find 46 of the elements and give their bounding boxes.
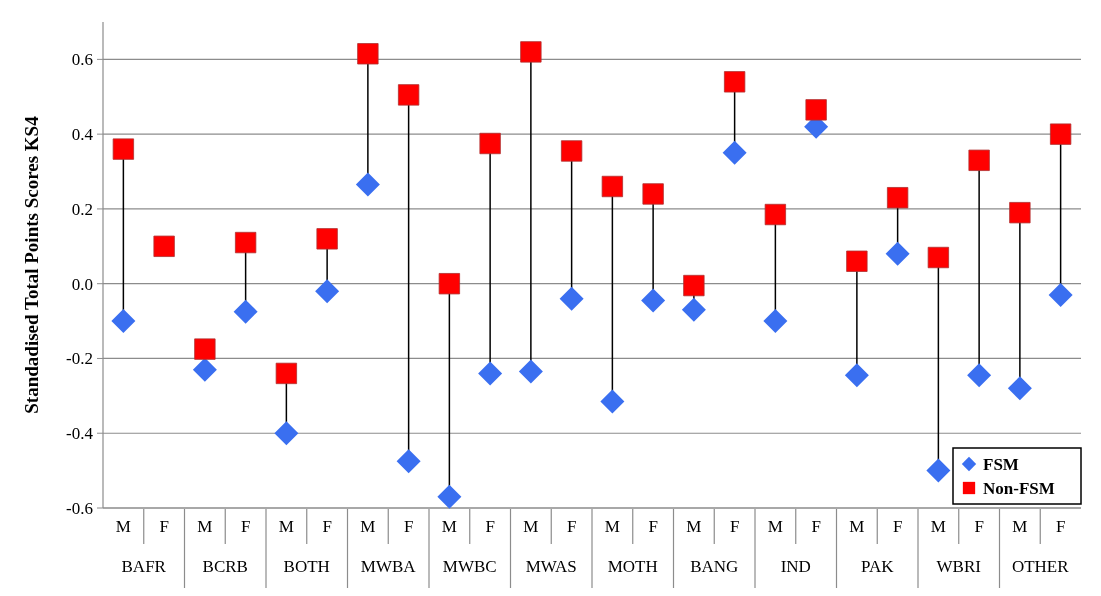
x-tick-label: M	[523, 517, 539, 536]
y-tick-label: 0.4	[71, 125, 94, 145]
x-tick-label: F	[159, 517, 169, 536]
x-tick-label: M	[767, 517, 783, 536]
x-tick-label: F	[485, 517, 495, 536]
text: IND	[780, 557, 811, 576]
legend-label: FSM	[983, 454, 1019, 474]
x-tick-label: M	[930, 517, 946, 536]
y-tick-label: 0.2	[71, 199, 93, 219]
text: MWAS	[525, 557, 577, 576]
x-tick-label: M	[441, 517, 457, 536]
text: MOTH	[607, 557, 658, 576]
y-tick-label: -0.2	[66, 349, 93, 369]
x-tick-label: F	[811, 517, 821, 536]
y-axis-title: Standadised Total Points Scores KS4	[21, 115, 42, 414]
text: BCRB	[202, 557, 248, 576]
x-tick-label: F	[1055, 517, 1066, 536]
x-tick-label: F	[403, 517, 414, 536]
text: PAK	[861, 557, 895, 576]
x-tick-label: F	[892, 517, 903, 536]
y-tick-label: 0.0	[71, 274, 93, 294]
x-tick-label: F	[648, 517, 658, 536]
x-tick-label: M	[360, 517, 376, 536]
y-tick-label: -0.6	[66, 498, 93, 518]
x-tick-label: F	[974, 517, 984, 536]
x-tick-label: M	[197, 517, 213, 536]
text: BANG	[690, 557, 739, 576]
x-tick-label: M	[1012, 517, 1028, 536]
x-tick-label: F	[729, 517, 740, 536]
x-tick-label: F	[240, 517, 251, 536]
legend-label: Non-FSM	[983, 478, 1055, 498]
text: MWBA	[360, 557, 417, 576]
x-tick-label: F	[566, 517, 577, 536]
x-tick-label: F	[322, 517, 332, 536]
text: WBRI	[936, 557, 982, 576]
y-tick-label: 0.6	[71, 50, 93, 70]
text: MWBC	[442, 557, 497, 576]
x-tick-label: M	[686, 517, 702, 536]
x-tick-label: M	[604, 517, 620, 536]
x-tick-label: M	[278, 517, 294, 536]
text: OTHER	[1011, 557, 1070, 576]
text: BAFR	[121, 557, 167, 576]
x-tick-label: M	[849, 517, 865, 536]
text: BOTH	[283, 557, 330, 576]
y-tick-label: -0.4	[66, 424, 94, 444]
x-tick-label: M	[115, 517, 131, 536]
